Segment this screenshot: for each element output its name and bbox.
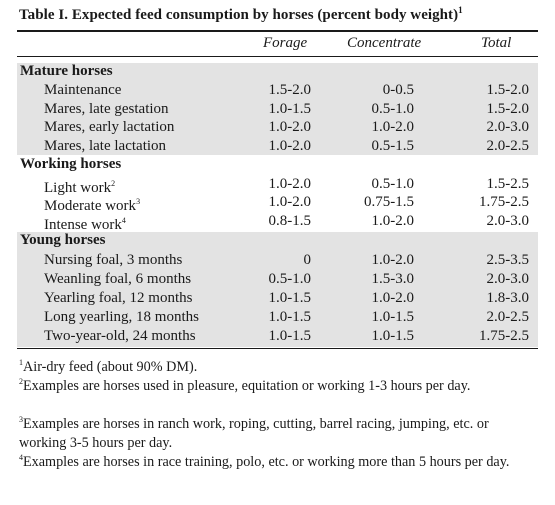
concentrate-value: 0.75-1.5	[364, 194, 414, 210]
forage-value: 1.0-2.0	[268, 194, 312, 210]
footnote-mark: 4	[19, 453, 23, 462]
total-value: 2.0-3.0	[486, 119, 530, 135]
forage-value: 1.0-1.5	[268, 290, 312, 306]
table-title: Table I. Expected feed consumption by ho…	[19, 5, 463, 24]
forage-value: 1.0-1.5	[268, 328, 312, 344]
top-rule	[17, 30, 538, 32]
concentrate-value: 0.5-1.5	[371, 137, 415, 154]
section-heading-mature-horses: Mature horses	[17, 63, 538, 83]
row-label: Mares, early lactation	[44, 119, 175, 135]
row-label: Yearling foal, 12 months	[44, 290, 193, 306]
footnote-text: Air-dry feed (about 90% DM).	[23, 359, 198, 375]
footnote-2: 2Examples are horses used in pleasure, e…	[19, 373, 537, 396]
concentrate-value: 1.0-2.0	[371, 212, 415, 229]
forage-value: 1.0-1.5	[268, 100, 312, 117]
footnote-3: 3Examples are horses in ranch work, ropi…	[19, 411, 537, 452]
total-value: 2.0-3.0	[486, 212, 530, 229]
forage-value: 1.5-2.0	[268, 82, 312, 98]
title-footnote-mark: 1	[458, 5, 463, 15]
column-header-forage: Forage	[263, 35, 308, 51]
table-row: Intense work4 0.8-1.5 1.0-2.0 2.0-3.0	[17, 212, 538, 234]
section-heading-label: Young horses	[20, 232, 106, 248]
forage-value: 0.8-1.5	[268, 212, 312, 229]
table-row: Mares, early lactation 1.0-2.0 1.0-2.0 2…	[17, 118, 538, 137]
table-row: Long yearling, 18 months 1.0-1.5 1.0-1.5…	[17, 308, 538, 327]
row-label: Long yearling, 18 months	[44, 309, 199, 325]
forage-value: 0.5-1.0	[268, 271, 312, 287]
forage-value: 1.0-2.0	[268, 137, 312, 154]
section-heading-working-horses: Working horses	[17, 156, 538, 176]
concentrate-value: 1.0-2.0	[371, 290, 415, 306]
footnote-mark: 4	[121, 215, 126, 225]
table-row: Yearling foal, 12 months 1.0-1.5 1.0-2.0…	[17, 289, 538, 308]
column-header-concentrate: Concentrate	[347, 35, 422, 51]
footnote-mark: 2	[111, 178, 116, 188]
forage-value: 1.0-2.0	[268, 119, 312, 135]
table-row: Nursing foal, 3 months 0 1.0-2.0 2.5-3.5	[17, 251, 538, 270]
total-value: 2.0-2.5	[486, 309, 530, 325]
footnote-text: Examples are horses in ranch work, ropin…	[19, 416, 489, 451]
footnote-mark: 3	[19, 415, 23, 424]
forage-value: 1.0-1.5	[268, 309, 312, 325]
row-label: Weanling foal, 6 months	[44, 271, 192, 287]
footnote-mark: 3	[136, 197, 141, 206]
footnote-mark: 1	[19, 358, 23, 367]
section-heading-label: Mature horses	[20, 63, 113, 79]
forage-value: 1.0-2.0	[268, 175, 312, 192]
section-heading-label: Working horses	[20, 156, 122, 172]
row-label-text: Intense work	[44, 216, 122, 233]
concentrate-value: 1.0-1.5	[371, 328, 415, 344]
bottom-rule	[17, 348, 538, 349]
total-value: 1.8-3.0	[486, 290, 530, 306]
total-value: 2.5-3.5	[486, 252, 530, 268]
table-row: Maintenance 1.5-2.0 0-0.5 1.5-2.0	[17, 81, 538, 100]
table-row: Weanling foal, 6 months 0.5-1.0 1.5-3.0 …	[17, 270, 538, 289]
section-heading-young-horses: Young horses	[17, 232, 538, 252]
total-value: 1.5-2.5	[486, 175, 530, 192]
total-value: 1.75-2.5	[479, 328, 529, 344]
forage-value: 0	[303, 252, 312, 268]
total-value: 1.5-2.0	[486, 100, 530, 117]
total-value: 2.0-3.0	[486, 271, 530, 287]
total-value: 1.5-2.0	[486, 82, 530, 98]
row-label: Mares, late lactation	[44, 137, 167, 154]
footnote-text: Examples are horses used in pleasure, eq…	[23, 378, 471, 394]
row-label: Light work2	[44, 175, 115, 197]
footnote-1: 1Air-dry feed (about 90% DM).	[19, 354, 537, 377]
footnote-4: 4Examples are horses in race training, p…	[19, 449, 537, 472]
header-rule	[17, 56, 538, 57]
row-label: Maintenance	[44, 82, 122, 98]
row-label: Intense work4	[44, 212, 126, 234]
row-label-text: Moderate work	[44, 198, 137, 214]
total-value: 1.75-2.5	[479, 194, 529, 210]
footnote-text: Examples are horses in race training, po…	[23, 454, 510, 470]
column-header-total: Total	[481, 35, 512, 51]
row-label: Nursing foal, 3 months	[44, 252, 183, 268]
concentrate-value: 0.5-1.0	[371, 175, 415, 192]
concentrate-value: 1.0-1.5	[371, 309, 415, 325]
row-label: Two-year-old, 24 months	[44, 328, 196, 344]
table-row: Mares, late lactation 1.0-2.0 0.5-1.5 2.…	[17, 136, 538, 155]
row-label: Moderate work3	[44, 193, 140, 215]
row-label-text: Light work	[44, 179, 112, 196]
concentrate-value: 1.0-2.0	[371, 252, 415, 268]
concentrate-value: 0-0.5	[382, 82, 414, 98]
table-row: Two-year-old, 24 months 1.0-1.5 1.0-1.5 …	[17, 327, 538, 347]
footnote-mark: 2	[19, 377, 23, 386]
concentrate-value: 0.5-1.0	[371, 100, 415, 117]
table-row: Mares, late gestation 1.0-1.5 0.5-1.0 1.…	[17, 99, 538, 118]
table-title-text: Table I. Expected feed consumption by ho…	[19, 7, 459, 23]
concentrate-value: 1.5-3.0	[371, 271, 415, 287]
total-value: 2.0-2.5	[486, 137, 530, 154]
table-row: Light work2 1.0-2.0 0.5-1.0 1.5-2.5	[17, 175, 538, 197]
table-row: Moderate work3 1.0-2.0 0.75-1.5 1.75-2.5	[17, 193, 538, 215]
concentrate-value: 1.0-2.0	[371, 119, 415, 135]
row-label: Mares, late gestation	[44, 100, 169, 117]
